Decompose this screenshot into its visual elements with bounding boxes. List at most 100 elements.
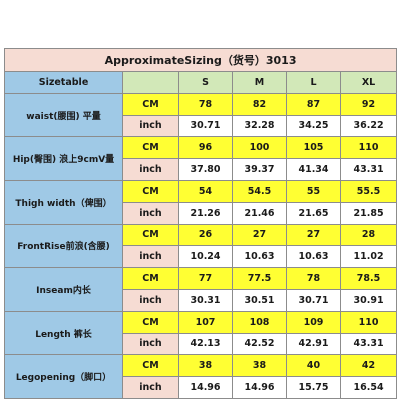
inch-value: 21.26	[178, 201, 233, 225]
unit-cm-label: CM	[122, 179, 179, 203]
cm-value: 107	[178, 310, 233, 334]
header-size-m: M	[232, 71, 287, 94]
table-row: Thigh width（俾围） CM 54 54.5 55 55.5	[4, 179, 398, 225]
header-size-l: L	[286, 71, 341, 94]
unit-inch-label: inch	[122, 114, 179, 138]
cm-value: 54	[178, 179, 233, 203]
cm-value: 105	[286, 136, 341, 160]
unit-cm-label: CM	[122, 136, 179, 160]
table-row: Inseam内长 CM 77 77.5 78 78.5	[4, 267, 398, 312]
table-row: inch 21.26 21.46 21.65 21.85	[5, 201, 398, 225]
cm-value: 55	[286, 179, 341, 203]
measure-label-thigh-width: Thigh width（俾围）	[4, 179, 123, 225]
unit-inch-label: inch	[122, 158, 179, 181]
unit-cm-label: CM	[122, 354, 179, 378]
table-row: inch 37.80 39.37 41.34 43.31	[5, 158, 398, 181]
cm-value: 42	[339, 354, 398, 378]
inch-value: 14.96	[232, 376, 287, 399]
inch-value: 11.02	[339, 245, 398, 269]
size-table: ApproximateSizing（货号）3013 Sizetable S M …	[3, 48, 398, 399]
header-size-xl: XL	[339, 71, 398, 94]
inch-value: 30.71	[286, 288, 341, 312]
table-row: Legopening（脚口） CM 38 38 40 42	[4, 354, 398, 399]
cm-value: 110	[339, 310, 398, 334]
cm-value: 77	[178, 267, 233, 290]
cm-value: 40	[286, 354, 341, 378]
size-table-body: ApproximateSizing（货号）3013 Sizetable S M …	[3, 48, 398, 399]
table-row: Hip(臀围) 浪上9cmV量 CM 96 100 105 110	[4, 136, 398, 181]
measure-label-frontrise: FrontRise前浪(含腰)	[4, 223, 123, 269]
inch-value: 21.85	[339, 201, 398, 225]
cm-value: 109	[286, 310, 341, 334]
table-row: inch 10.24 10.63 10.63 11.02	[5, 245, 398, 269]
inch-value: 10.24	[178, 245, 233, 269]
cm-value: 108	[232, 310, 287, 334]
inch-value: 16.54	[339, 376, 398, 399]
cm-value: 38	[232, 354, 287, 378]
cm-value: 55.5	[339, 179, 398, 203]
cm-value: 92	[339, 92, 398, 116]
table-title: ApproximateSizing（货号）3013	[3, 48, 398, 72]
inch-value: 43.31	[339, 332, 398, 356]
cm-value: 26	[178, 223, 233, 247]
cm-value: 78	[178, 92, 233, 116]
cm-value: 27	[232, 223, 287, 247]
inch-value: 14.96	[178, 376, 233, 399]
measure-label-waist: waist(腰围) 平量	[4, 92, 123, 138]
unit-cm-label: CM	[122, 92, 179, 116]
unit-cm-label: CM	[122, 223, 179, 247]
cm-value: 27	[286, 223, 341, 247]
unit-inch-label: inch	[122, 201, 179, 225]
unit-inch-label: inch	[122, 288, 179, 312]
inch-value: 21.65	[286, 201, 341, 225]
measure-label-legopening: Legopening（脚口）	[4, 354, 123, 399]
cm-value: 78	[286, 267, 341, 290]
header-size-s: S	[178, 71, 233, 94]
inch-value: 30.71	[178, 114, 233, 138]
table-row: waist(腰围) 平量 CM 78 82 87 92	[4, 92, 398, 138]
cm-value: 82	[232, 92, 287, 116]
cm-value: 38	[178, 354, 233, 378]
table-row: Length 裤长 CM 107 108 109 110	[4, 310, 398, 356]
inch-value: 21.46	[232, 201, 287, 225]
table-row: FrontRise前浪(含腰) CM 26 27 27 28	[4, 223, 398, 269]
inch-value: 42.52	[232, 332, 287, 356]
inch-value: 37.80	[178, 158, 233, 181]
inch-value: 42.13	[178, 332, 233, 356]
title-row: ApproximateSizing（货号）3013	[3, 48, 398, 72]
cm-value: 28	[339, 223, 398, 247]
unit-inch-label: inch	[122, 376, 179, 399]
unit-cm-label: CM	[122, 267, 179, 290]
measure-label-hip-cmv: Hip(臀围) 浪上9cmV量	[4, 136, 123, 181]
inch-value: 34.25	[286, 114, 341, 138]
unit-cm-label: CM	[122, 310, 179, 334]
header-row: Sizetable S M L XL	[4, 71, 398, 94]
inch-value: 39.37	[232, 158, 287, 181]
header-label: Sizetable	[4, 71, 123, 94]
cm-value: 54.5	[232, 179, 287, 203]
inch-value: 32.28	[232, 114, 287, 138]
inch-value: 30.91	[339, 288, 398, 312]
inch-value: 10.63	[286, 245, 341, 269]
cm-value: 100	[232, 136, 287, 160]
cm-value: 110	[339, 136, 398, 160]
measure-label-inseam: Inseam内长	[4, 267, 123, 312]
cm-value: 77.5	[232, 267, 287, 290]
measure-label-length: Length 裤长	[4, 310, 123, 356]
unit-inch-label: inch	[122, 332, 179, 356]
cm-value: 87	[286, 92, 341, 116]
cm-value: 96	[178, 136, 233, 160]
cm-value: 78.5	[339, 267, 398, 290]
table-row: inch 14.96 14.96 15.75 16.54	[5, 376, 398, 399]
inch-value: 41.34	[286, 158, 341, 181]
inch-value: 30.31	[178, 288, 233, 312]
inch-value: 43.31	[339, 158, 398, 181]
header-unit-blank	[122, 71, 179, 94]
inch-value: 36.22	[339, 114, 398, 138]
unit-inch-label: inch	[122, 245, 179, 269]
inch-value: 10.63	[232, 245, 287, 269]
inch-value: 15.75	[286, 376, 341, 399]
inch-value: 42.91	[286, 332, 341, 356]
table-row: inch 30.31 30.51 30.71 30.91	[5, 288, 398, 312]
